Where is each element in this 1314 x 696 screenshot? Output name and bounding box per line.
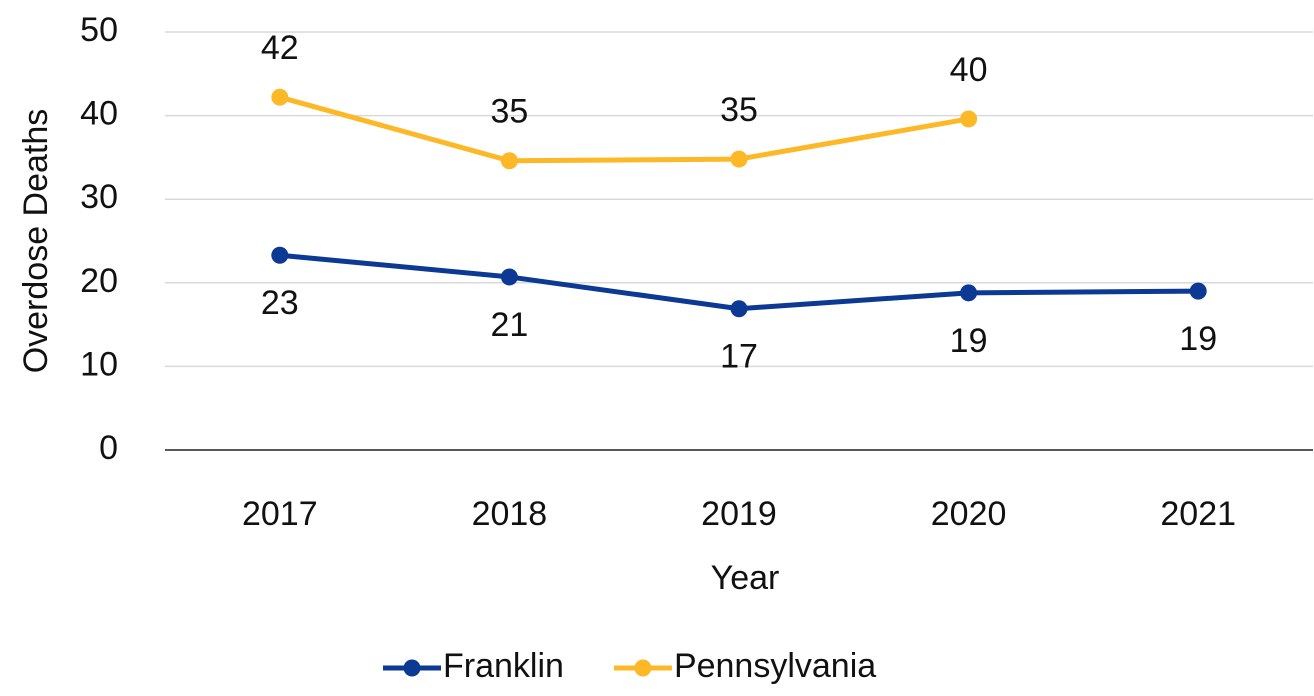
legend-swatch-marker (403, 659, 421, 677)
x-axis-label: Year (711, 559, 780, 597)
legend-label: Franklin (443, 647, 564, 685)
y-tick-label: 10 (80, 345, 118, 383)
data-point (960, 110, 978, 128)
data-point (500, 268, 518, 286)
data-label: 17 (720, 338, 758, 376)
data-point (271, 88, 289, 106)
data-point (271, 246, 289, 264)
data-point (500, 152, 518, 170)
data-label: 42 (261, 29, 299, 67)
x-tick-label: 2021 (1160, 495, 1236, 533)
x-tick-label: 2019 (701, 495, 777, 533)
x-tick-label: 2017 (242, 495, 318, 533)
data-label: 35 (490, 93, 528, 131)
y-tick-label: 0 (99, 429, 118, 467)
data-point (960, 284, 978, 302)
y-tick-label: 40 (80, 95, 118, 133)
data-label: 35 (720, 91, 758, 129)
y-tick-label: 20 (80, 262, 118, 300)
data-label: 19 (1179, 320, 1217, 358)
series-line (279, 94, 970, 164)
x-tick-label: 2020 (931, 495, 1007, 533)
y-tick-label: 50 (80, 11, 118, 49)
legend-label: Pennsylvania (674, 647, 876, 685)
y-axis-label: Overdose Deaths (17, 109, 55, 374)
data-label: 23 (261, 284, 299, 322)
legend-swatch-marker (634, 659, 652, 677)
data-label: 19 (950, 322, 988, 360)
data-point (730, 150, 748, 168)
x-tick-label: 2018 (472, 495, 548, 533)
data-point (1189, 282, 1207, 300)
data-label: 40 (950, 51, 988, 89)
data-label: 21 (490, 306, 528, 344)
data-point (730, 300, 748, 318)
y-tick-label: 30 (80, 178, 118, 216)
